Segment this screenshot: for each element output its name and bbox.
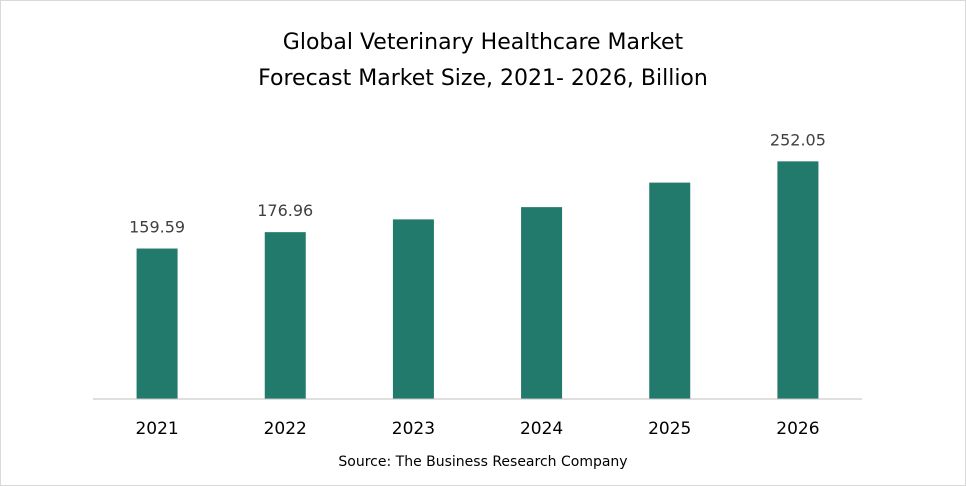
data-label-2022: 176.96 <box>257 201 313 220</box>
bar-2021 <box>136 248 178 399</box>
bar-2024 <box>521 207 563 399</box>
data-label-2021: 159.59 <box>129 218 185 237</box>
x-tick-label-2022: 2022 <box>264 419 307 439</box>
source-note: Source: The Business Research Company <box>338 454 628 470</box>
data-label-2026: 252.05 <box>770 130 826 149</box>
x-tick-label-2021: 2021 <box>135 419 178 439</box>
x-tick-label-2026: 2026 <box>776 419 819 439</box>
x-tick-label-2023: 2023 <box>392 419 435 439</box>
chart-subtitle: Forecast Market Size, 2021- 2026, Billio… <box>258 66 708 91</box>
bar-2026 <box>777 161 819 399</box>
x-tick-label-2025: 2025 <box>648 419 691 439</box>
bar-2023 <box>392 219 434 399</box>
chart-title: Global Veterinary Healthcare Market <box>282 30 684 55</box>
bar-2022 <box>264 232 306 399</box>
bar-2025 <box>649 182 691 399</box>
x-tick-label-2024: 2024 <box>520 419 563 439</box>
